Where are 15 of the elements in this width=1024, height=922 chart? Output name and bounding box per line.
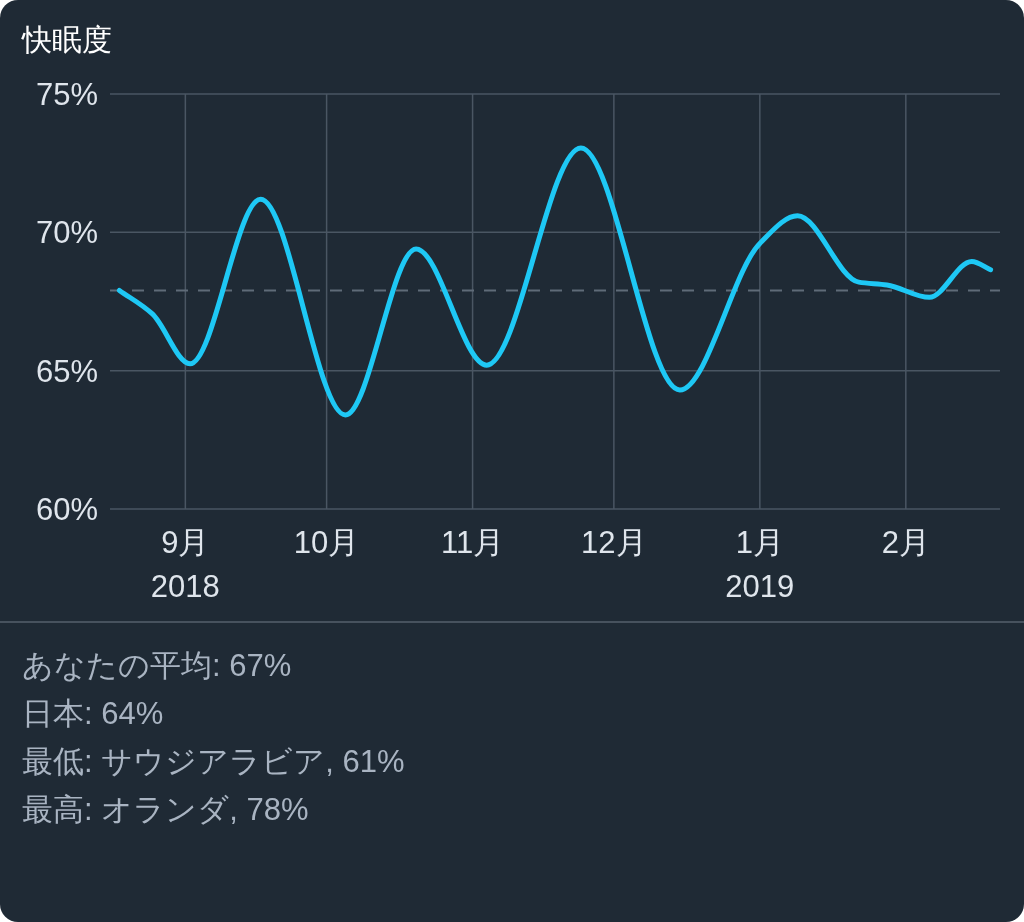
x-tick-label: 10月 — [293, 525, 360, 560]
x-tick-label: 11月 — [441, 525, 505, 560]
x-tick-label: 9月 2018 — [150, 525, 220, 604]
y-tick-label: 70% — [35, 215, 98, 251]
text: 最高: オランダ, 78% — [22, 792, 309, 827]
text: 最低: サウジアラビア, 61% — [22, 744, 405, 779]
chart-title: 快眠度 — [21, 23, 112, 56]
text: 日本: 64% — [22, 696, 164, 731]
y-tick-label: 65% — [35, 353, 98, 389]
x-tick-label: 2月 — [881, 525, 930, 560]
y-tick-label: 75% — [35, 77, 98, 112]
x-tick-label: 1月 2019 — [725, 525, 795, 604]
y-tick-label: 60% — [35, 492, 98, 527]
text: あなたの平均: 67% — [22, 648, 292, 683]
x-tick-label: 12月 — [581, 525, 647, 560]
